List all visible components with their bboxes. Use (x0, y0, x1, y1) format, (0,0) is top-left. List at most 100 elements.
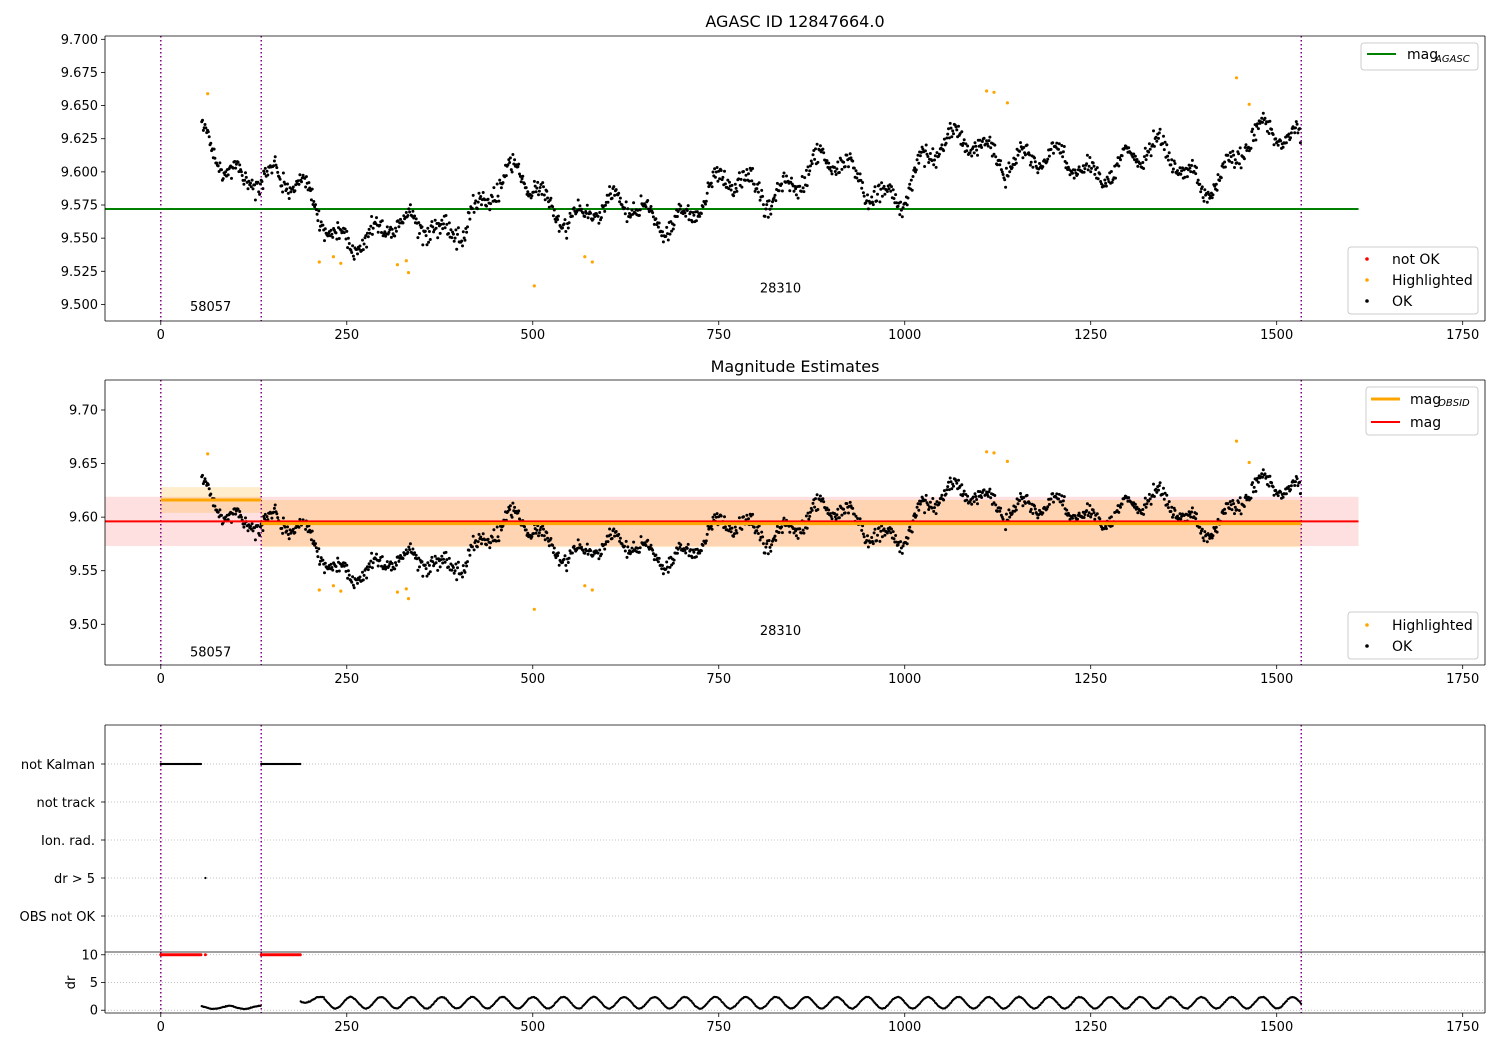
ok-point (1203, 530, 1207, 534)
ok-point (1238, 146, 1242, 150)
ok-point (234, 166, 238, 170)
highlighted-point (317, 588, 321, 592)
ok-point (683, 211, 687, 215)
ok-point (585, 542, 589, 546)
ok-point (745, 168, 749, 171)
ok-point (1127, 146, 1131, 150)
ok-point (1176, 514, 1179, 518)
ok-point (442, 222, 445, 226)
ok-point (413, 214, 417, 218)
ok-point (524, 186, 528, 190)
ok-point (933, 158, 936, 162)
ok-point (266, 518, 270, 522)
ok-point (236, 160, 240, 164)
ok-point (1254, 489, 1258, 493)
ok-point (1025, 493, 1029, 497)
ok-point (1087, 164, 1091, 168)
ok-point (1281, 145, 1285, 149)
ok-point (456, 232, 459, 236)
ok-point (976, 153, 979, 157)
ok-point (761, 203, 765, 207)
ok-point (492, 186, 496, 190)
ok-point (666, 238, 670, 242)
ok-point (947, 136, 951, 140)
ok-point (365, 231, 369, 235)
ok-point (719, 514, 723, 518)
ok-point (443, 226, 447, 230)
ok-point (1047, 502, 1051, 506)
ok-point (591, 217, 595, 221)
ok-point (1293, 484, 1297, 487)
ok-point (1077, 165, 1081, 169)
ok-point (842, 160, 846, 164)
ok-point (908, 525, 912, 529)
ok-point (862, 535, 866, 539)
x-tick-label: 1000 (888, 672, 921, 687)
ok-point (813, 505, 817, 509)
ok-point (1173, 508, 1177, 512)
ok-point (291, 185, 295, 189)
ok-point (871, 542, 875, 546)
dr-point (1128, 1005, 1131, 1008)
ok-point (1085, 502, 1089, 506)
ok-point (661, 240, 665, 244)
ok-point (589, 549, 593, 553)
ok-point (800, 175, 804, 178)
ok-point (1060, 494, 1064, 498)
ok-point (390, 562, 394, 565)
ok-point (364, 567, 368, 571)
ok-point (1232, 153, 1236, 157)
dr-point (933, 999, 936, 1003)
ok-point (780, 525, 784, 529)
ok-point (699, 212, 703, 215)
ok-point (1144, 158, 1148, 162)
ok-point (768, 207, 772, 211)
ok-point (424, 567, 428, 571)
y-tick-label: 9.575 (61, 199, 98, 214)
ok-point (369, 559, 373, 563)
ok-point (755, 187, 759, 191)
ok-point (1098, 172, 1102, 176)
highlighted-point (339, 261, 343, 265)
ok-point (350, 580, 354, 584)
ok-point (456, 226, 460, 230)
ok-point (1162, 134, 1165, 138)
ok-point (467, 548, 471, 552)
y-tick-label: 9.625 (61, 132, 98, 147)
ok-point (940, 493, 944, 497)
ok-point (244, 175, 248, 179)
ok-point (945, 488, 949, 492)
ok-point (669, 220, 673, 224)
ok-point (1132, 152, 1136, 156)
ok-point (1127, 496, 1131, 500)
ok-point (1245, 149, 1249, 152)
ok-point (516, 165, 520, 169)
legend-box (1360, 42, 1479, 71)
ok-point (946, 132, 950, 136)
ok-point (847, 511, 850, 515)
legend-label: Highlighted (1392, 273, 1473, 289)
ok-point (656, 225, 660, 229)
ok-point (745, 513, 749, 517)
ok-point (1066, 165, 1070, 169)
ok-point (1016, 502, 1020, 506)
ok-point (933, 506, 936, 510)
x-tick-label: 1250 (1074, 1020, 1107, 1035)
ok-point (1083, 513, 1087, 516)
ok-point (1061, 150, 1065, 154)
ok-point (740, 185, 744, 189)
ok-point (433, 554, 437, 558)
ok-point (314, 542, 317, 546)
ok-point (637, 550, 641, 554)
ok-point (657, 221, 661, 225)
legend-marker (1365, 623, 1369, 627)
ok-point (917, 161, 921, 165)
ok-point (496, 535, 500, 539)
ok-point (242, 182, 246, 186)
ok-point (356, 581, 359, 585)
ok-point (921, 147, 925, 151)
ok-point (224, 170, 228, 174)
ok-point (444, 550, 448, 554)
ok-point (256, 524, 260, 527)
